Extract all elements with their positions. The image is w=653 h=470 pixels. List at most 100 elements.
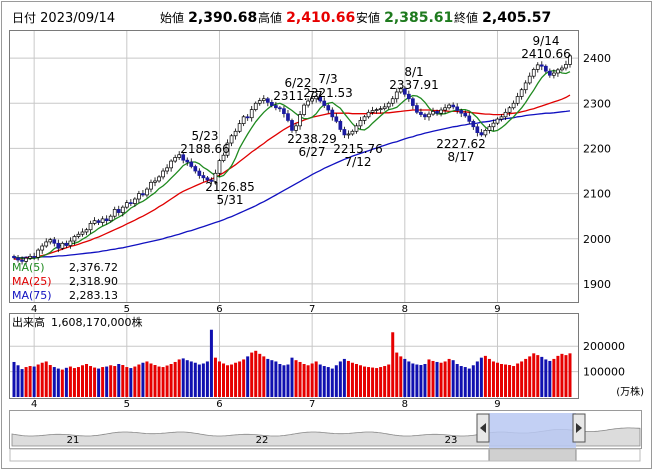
candle-body (411, 98, 415, 106)
candle-body (64, 242, 69, 246)
volume-bar (278, 364, 282, 397)
volume-bar (113, 366, 117, 397)
high-readout: 高値 2,410.66 (258, 8, 355, 28)
date-readout: 日付 2023/09/14 (12, 8, 115, 28)
navigator-x-tick-label: 22 (256, 435, 269, 446)
volume-x-tick-label: 8 (402, 399, 408, 410)
low-value: 2,385.61 (384, 10, 454, 26)
candle-body (499, 116, 504, 120)
volume-bar (141, 362, 145, 397)
volume-bar (109, 365, 113, 397)
volume-bar (568, 353, 572, 397)
volume-bar (258, 353, 262, 397)
legend-value: 2,283.13 (69, 289, 118, 302)
candle-body (523, 82, 528, 91)
candle-body (483, 130, 488, 136)
volume-y-tick-label: 200000 (583, 340, 625, 353)
volume-bar (121, 365, 125, 397)
candle-body (249, 109, 254, 119)
annotation-line-1: 9/14 (533, 34, 560, 48)
volume-bar (467, 368, 471, 397)
candle-body (56, 242, 61, 249)
price-x-tick-label: 5 (124, 304, 130, 315)
volume-bar (12, 361, 16, 397)
low-label: 安値 (356, 11, 381, 25)
candle-body (358, 120, 363, 127)
candle-body (548, 70, 552, 76)
navigator-scrollbar[interactable] (488, 448, 577, 462)
price-x-axis: 4 5 6 7 8 9 (31, 304, 501, 315)
candle-body (173, 157, 178, 162)
volume-bar (60, 369, 64, 397)
volume-bar (72, 368, 76, 397)
volume-bar (310, 363, 314, 397)
volume-bar (52, 367, 56, 397)
candle-body (68, 240, 73, 246)
volume-bar (508, 365, 512, 397)
candle-body (556, 69, 560, 74)
volume-bar (32, 366, 36, 397)
price-x-tick-label: 4 (31, 304, 37, 315)
volume-bar (358, 365, 362, 397)
volume-bar (407, 361, 411, 397)
candle-body (213, 172, 218, 182)
annotation-line-1: 2126.85 (205, 180, 255, 194)
volume-bar (548, 360, 552, 397)
candle-body (157, 176, 161, 182)
volume-bar (504, 364, 508, 397)
volume-bar (222, 363, 226, 397)
volume-bar (85, 364, 89, 397)
volume-bar (185, 360, 189, 397)
volume-bar (306, 365, 310, 397)
volume-bar (342, 358, 346, 397)
candle-body (197, 170, 202, 176)
candle-body (406, 93, 411, 100)
volume-unit: (万株) (616, 385, 644, 398)
volume-bar (165, 365, 169, 397)
candle-body (354, 125, 359, 132)
price-grid (10, 31, 578, 302)
high-label: 高値 (258, 11, 283, 25)
candle-body (145, 188, 149, 196)
volume-bar (125, 367, 129, 397)
legend-name: MA(75) (12, 289, 52, 302)
volume-bar (318, 364, 322, 397)
volume-bar (532, 353, 536, 397)
candle-body (128, 202, 133, 204)
volume-x-tick-label: 4 (31, 399, 37, 410)
volume-bar (540, 356, 544, 397)
candlesticks (12, 54, 572, 266)
candle-body (237, 123, 242, 132)
volume-y-axis: 200000 100000 (583, 340, 625, 378)
navigator-x-tick-label: 21 (67, 435, 80, 446)
volume-bar (145, 361, 149, 397)
navigator-selection[interactable] (489, 413, 576, 448)
price-y-tick-label: 1900 (583, 278, 611, 291)
annotation-line-2: 6/27 (299, 145, 326, 159)
legend-name: MA(5) (12, 261, 45, 274)
candle-body (116, 209, 121, 213)
candle-body (193, 166, 198, 172)
volume-bar (177, 359, 181, 397)
candle-body (402, 88, 407, 95)
volume-bar (383, 366, 387, 397)
close-readout: 終値 2,405.57 (454, 8, 551, 28)
close-value: 2,405.57 (482, 10, 552, 26)
price-y-tick-label: 2300 (583, 97, 611, 110)
volume-bar (213, 357, 217, 397)
volume-bar (20, 369, 24, 397)
candle-body (20, 259, 24, 262)
volume-panel-frame (9, 313, 579, 399)
candle-body (124, 202, 129, 208)
candle-body (100, 218, 105, 223)
navigator-scroll-track (9, 448, 641, 462)
candle-body (108, 215, 113, 222)
annotation-line-2: 2410.66 (521, 47, 571, 61)
candle-body (48, 239, 53, 243)
volume-bar (48, 365, 52, 397)
candle-body (463, 112, 468, 117)
candle-body (290, 120, 294, 131)
volume-bar (298, 361, 302, 397)
volume-bar (226, 365, 230, 397)
